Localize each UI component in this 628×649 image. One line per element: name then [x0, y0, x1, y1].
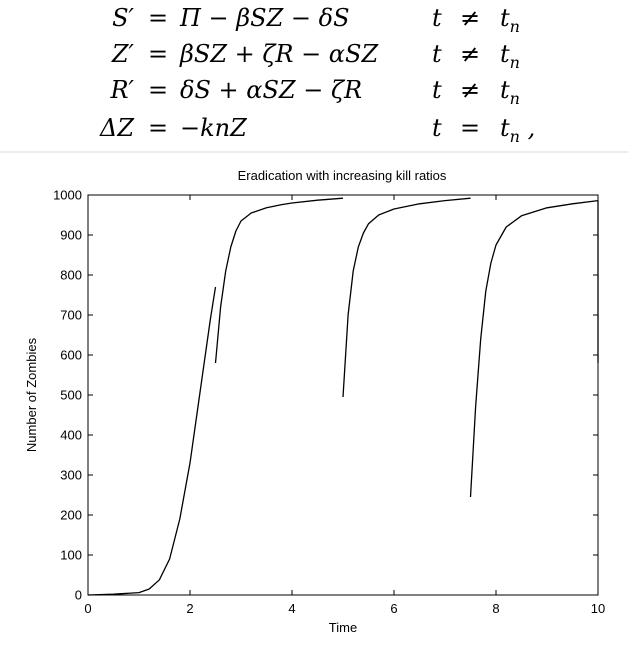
y-tick-label: 600: [60, 348, 82, 363]
equation-rhs: βSZ + ζR − αSZ: [180, 40, 379, 68]
equation-tn-base: t: [500, 4, 510, 32]
equation-equals: =: [147, 76, 169, 104]
zombie-series-line: [214, 197, 344, 364]
y-tick-label: 200: [60, 508, 82, 523]
y-tick-label: 800: [60, 268, 82, 283]
y-tick-label: 400: [60, 428, 82, 443]
equation-relation: ≠: [459, 40, 481, 68]
equation-tn: tn: [500, 40, 520, 72]
chart-title: Eradication with increasing kill ratios: [238, 168, 447, 183]
equation-row-z: Z′ = βSZ + ζR − αSZ t ≠ tn: [70, 40, 610, 74]
equation-tn-subscript: n: [509, 52, 520, 72]
equation-tn-subscript: n: [509, 16, 520, 36]
zombie-series-line: [87, 286, 217, 596]
y-axis-label: Number of Zombies: [24, 337, 39, 452]
equation-block: S′ = Π − βSZ − δS t ≠ tn Z′ = βSZ + ζR −…: [70, 4, 610, 150]
equation-tail: ,: [519, 114, 536, 142]
equation-time: t: [432, 40, 442, 68]
x-axis: 0 2 4 6 8 10: [84, 195, 605, 616]
y-tick-label: 300: [60, 468, 82, 483]
equation-tn: tn: [500, 76, 520, 108]
equation-rhs: Π − βSZ − δS: [180, 4, 350, 32]
equation-lhs: S′: [112, 4, 134, 32]
equation-relation: ≠: [459, 76, 481, 104]
equation-lhs: R′: [110, 76, 134, 104]
equation-tn-subscript: n: [509, 88, 520, 108]
equation-time: t: [432, 4, 442, 32]
x-axis-label: Time: [329, 620, 357, 635]
y-tick-label: 700: [60, 308, 82, 323]
equation-lhs: Z′: [111, 40, 134, 68]
equation-equals: =: [147, 114, 169, 142]
x-tick-label: 2: [186, 601, 193, 616]
x-tick-label: 6: [390, 601, 397, 616]
equation-row-delta-z: ΔZ = −knZ t = tn ,: [70, 114, 610, 148]
y-tick-label: 0: [75, 588, 82, 603]
equation-tn: tn: [500, 4, 520, 36]
equation-tn-base: t: [500, 114, 510, 142]
y-tick-label: 500: [60, 388, 82, 403]
y-tick-label: 100: [60, 548, 82, 563]
equation-row-s: S′ = Π − βSZ − δS t ≠ tn: [70, 4, 610, 38]
equation-relation: ≠: [459, 4, 481, 32]
equation-time: t: [432, 76, 442, 104]
zombie-series-line: [342, 197, 471, 398]
equation-time: t: [432, 114, 442, 142]
equation-lhs: ΔZ: [99, 114, 134, 142]
equation-tn-subscript: n: [509, 126, 520, 146]
zombie-series-line: [469, 199, 599, 498]
equation-rhs: δS + αSZ − ζR: [180, 76, 363, 104]
x-tick-label: 10: [591, 601, 605, 616]
equation-equals: =: [147, 40, 169, 68]
equation-equals: =: [147, 4, 169, 32]
x-tick-label: 0: [84, 601, 91, 616]
x-tick-label: 4: [288, 601, 295, 616]
equation-tn-base: t: [500, 76, 510, 104]
y-tick-label: 1000: [53, 188, 82, 203]
equation-relation: =: [459, 114, 481, 142]
equation-tn: tn ,: [500, 114, 535, 146]
equation-row-r: R′ = δS + αSZ − ζR t ≠ tn: [70, 76, 610, 110]
y-axis: 0 100 200 300 400 500 600 700 800 900 1000: [53, 188, 598, 603]
equation-tn-base: t: [500, 40, 510, 68]
equation-rhs: −knZ: [180, 114, 247, 142]
y-tick-label: 900: [60, 228, 82, 243]
x-tick-label: 8: [492, 601, 499, 616]
series-layer: [87, 197, 599, 596]
